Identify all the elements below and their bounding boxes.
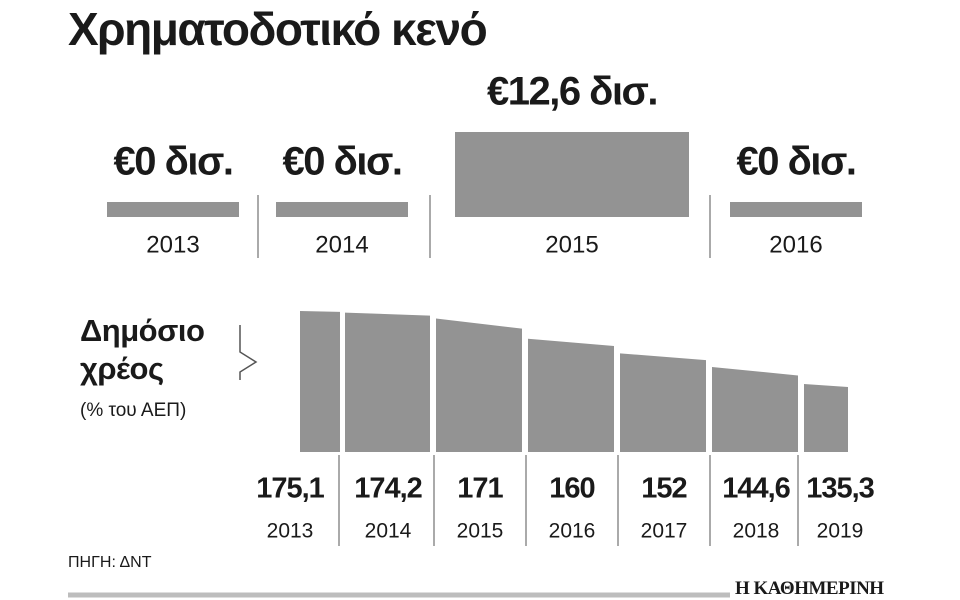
column	[712, 366, 798, 452]
baseline-strip	[276, 202, 408, 217]
value-label: €0 δισ.	[283, 140, 402, 184]
value-label: 175,1	[256, 473, 324, 505]
value-label: 152	[641, 473, 686, 505]
column	[436, 318, 522, 452]
x-tick-label: 2017	[641, 520, 688, 543]
debt-title: Δημόσιο χρέος	[80, 313, 205, 386]
brand: Η ΚΑΘΗΜΕΡΙΝΗ	[735, 578, 884, 599]
x-tick-label: 2013	[267, 520, 314, 543]
value-label: 171	[457, 473, 503, 505]
column	[345, 312, 430, 452]
baseline-strip	[730, 202, 862, 217]
x-tick-label: 2016	[549, 520, 596, 543]
value-label: 160	[549, 473, 594, 505]
column	[620, 353, 706, 452]
column	[528, 338, 614, 452]
bar	[455, 132, 689, 202]
column	[300, 311, 340, 452]
value-label: €0 δισ.	[737, 140, 856, 184]
x-tick-label: 2013	[146, 231, 199, 258]
x-tick-label: 2014	[365, 520, 412, 543]
column	[804, 384, 848, 452]
baseline-strip	[107, 202, 239, 217]
x-tick-label: 2014	[315, 231, 368, 258]
value-label: 135,3	[806, 473, 874, 505]
value-label: 174,2	[354, 473, 422, 505]
source: ΠΗΓΗ: ΔΝΤ	[68, 554, 152, 571]
value-label: 144,6	[722, 473, 790, 505]
value-label: €0 δισ.	[114, 140, 233, 184]
x-tick-label: 2019	[817, 520, 864, 543]
x-tick-label: 2015	[457, 520, 504, 543]
title: Χρηματοδοτικό κενό	[68, 3, 488, 55]
x-tick-label: 2018	[733, 520, 780, 543]
x-tick-label: 2015	[545, 231, 598, 258]
x-tick-label: 2016	[769, 231, 822, 258]
baseline-strip	[455, 202, 689, 217]
bracket	[239, 325, 258, 380]
value-label: €12,6 δισ.	[487, 70, 657, 114]
debt-subtitle: (% του ΑΕΠ)	[80, 400, 187, 421]
